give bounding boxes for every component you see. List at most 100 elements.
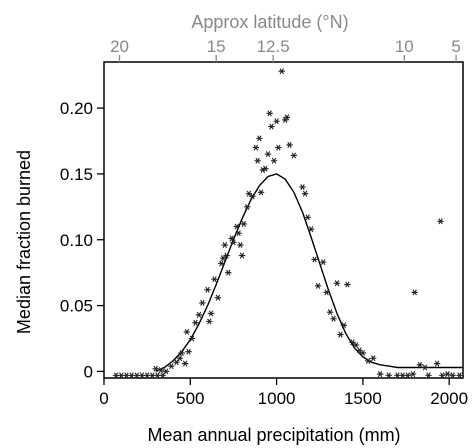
data-point — [286, 141, 293, 148]
data-point — [252, 144, 260, 151]
data-point — [352, 342, 360, 349]
data-point — [444, 371, 451, 378]
data-point — [185, 348, 192, 355]
data-point — [207, 310, 215, 317]
x-tick-label: 1000 — [258, 389, 296, 408]
data-point — [330, 315, 337, 322]
data-point — [257, 189, 265, 196]
x-tick-label: 500 — [176, 389, 204, 408]
y-tick-label: 0.20 — [60, 99, 93, 118]
data-point — [409, 371, 417, 378]
data-point — [283, 114, 291, 121]
data-point — [385, 372, 392, 379]
y-tick-label: 0 — [84, 362, 93, 381]
data-point — [233, 223, 241, 230]
data-point — [264, 151, 272, 158]
plot-frame — [103, 61, 464, 379]
data-point — [159, 372, 166, 379]
data-point — [256, 135, 263, 142]
data-point — [214, 294, 222, 301]
data-point — [188, 335, 196, 342]
data-point — [425, 372, 432, 379]
data-point — [270, 157, 278, 164]
data-point — [326, 309, 334, 316]
data-point — [359, 349, 367, 357]
y-tick-label: 0.15 — [60, 165, 93, 184]
data-point — [238, 252, 246, 259]
data-point — [254, 157, 261, 164]
data-point — [235, 230, 242, 237]
data-point — [439, 372, 446, 379]
data-point — [301, 190, 309, 197]
data-point — [183, 328, 191, 335]
data-point — [314, 282, 322, 289]
data-point — [370, 355, 377, 362]
data-point — [421, 364, 429, 371]
data-point — [181, 360, 189, 367]
data-point — [249, 193, 256, 200]
data-point — [178, 349, 185, 357]
data-point — [223, 252, 230, 259]
data-point — [173, 359, 180, 366]
data-point — [152, 365, 159, 372]
y-tick-label: 0.05 — [60, 297, 93, 316]
top-tick-label: 10 — [395, 37, 414, 56]
data-point — [204, 286, 211, 293]
data-point — [162, 368, 170, 375]
data-point — [237, 241, 244, 249]
data-point — [230, 239, 237, 246]
data-point — [299, 184, 306, 191]
data-point — [266, 110, 273, 117]
data-point — [221, 241, 229, 249]
top-tick-label: 20 — [110, 37, 129, 56]
top-axis-title: Approx latitude (°N) — [191, 12, 348, 32]
top-tick-label: 5 — [451, 37, 460, 56]
data-point — [225, 269, 232, 276]
data-point — [433, 360, 441, 367]
top-tick-label: 12.5 — [257, 37, 290, 56]
data-point — [449, 372, 456, 379]
fitted-curve-line — [155, 173, 463, 373]
top-tick-label: 15 — [207, 37, 226, 56]
x-axis-title: Mean annual precipitation (mm) — [147, 425, 400, 445]
data-point — [337, 331, 344, 338]
data-point — [176, 355, 184, 362]
data-point — [319, 259, 327, 266]
x-tick-label: 2000 — [430, 389, 468, 408]
data-point — [278, 68, 285, 75]
data-point — [364, 357, 372, 364]
data-point — [437, 218, 444, 225]
data-point — [376, 371, 384, 378]
data-point — [411, 289, 418, 296]
y-tick-label: 0.10 — [60, 231, 93, 250]
data-point — [340, 322, 348, 329]
data-point — [304, 214, 311, 221]
data-point — [262, 165, 269, 172]
data-point — [344, 281, 351, 288]
data-point — [157, 367, 165, 374]
data-point — [218, 260, 225, 267]
data-point — [404, 372, 411, 379]
data-point — [168, 363, 175, 370]
chart-layer: 0 500 1000 1500 2000 0 0.05 0.10 0.15 0.20 20 15 12.… — [60, 37, 468, 408]
data-point — [195, 311, 203, 318]
data-point — [273, 118, 280, 125]
y-axis-title: Median fraction burned — [14, 150, 34, 334]
data-point — [307, 226, 315, 233]
data-point — [311, 256, 318, 263]
data-point — [192, 319, 199, 326]
data-point — [199, 299, 206, 306]
data-point — [333, 280, 341, 287]
data-point — [290, 152, 298, 159]
data-point — [416, 361, 424, 368]
x-tick-label: 1500 — [344, 389, 382, 408]
data-point — [228, 235, 235, 242]
data-point — [244, 203, 251, 210]
x-tick-label: 0 — [99, 389, 108, 408]
data-point — [240, 220, 248, 227]
data-point — [275, 144, 282, 151]
data-point — [456, 372, 463, 379]
data-point — [323, 289, 330, 296]
data-point — [206, 318, 213, 325]
